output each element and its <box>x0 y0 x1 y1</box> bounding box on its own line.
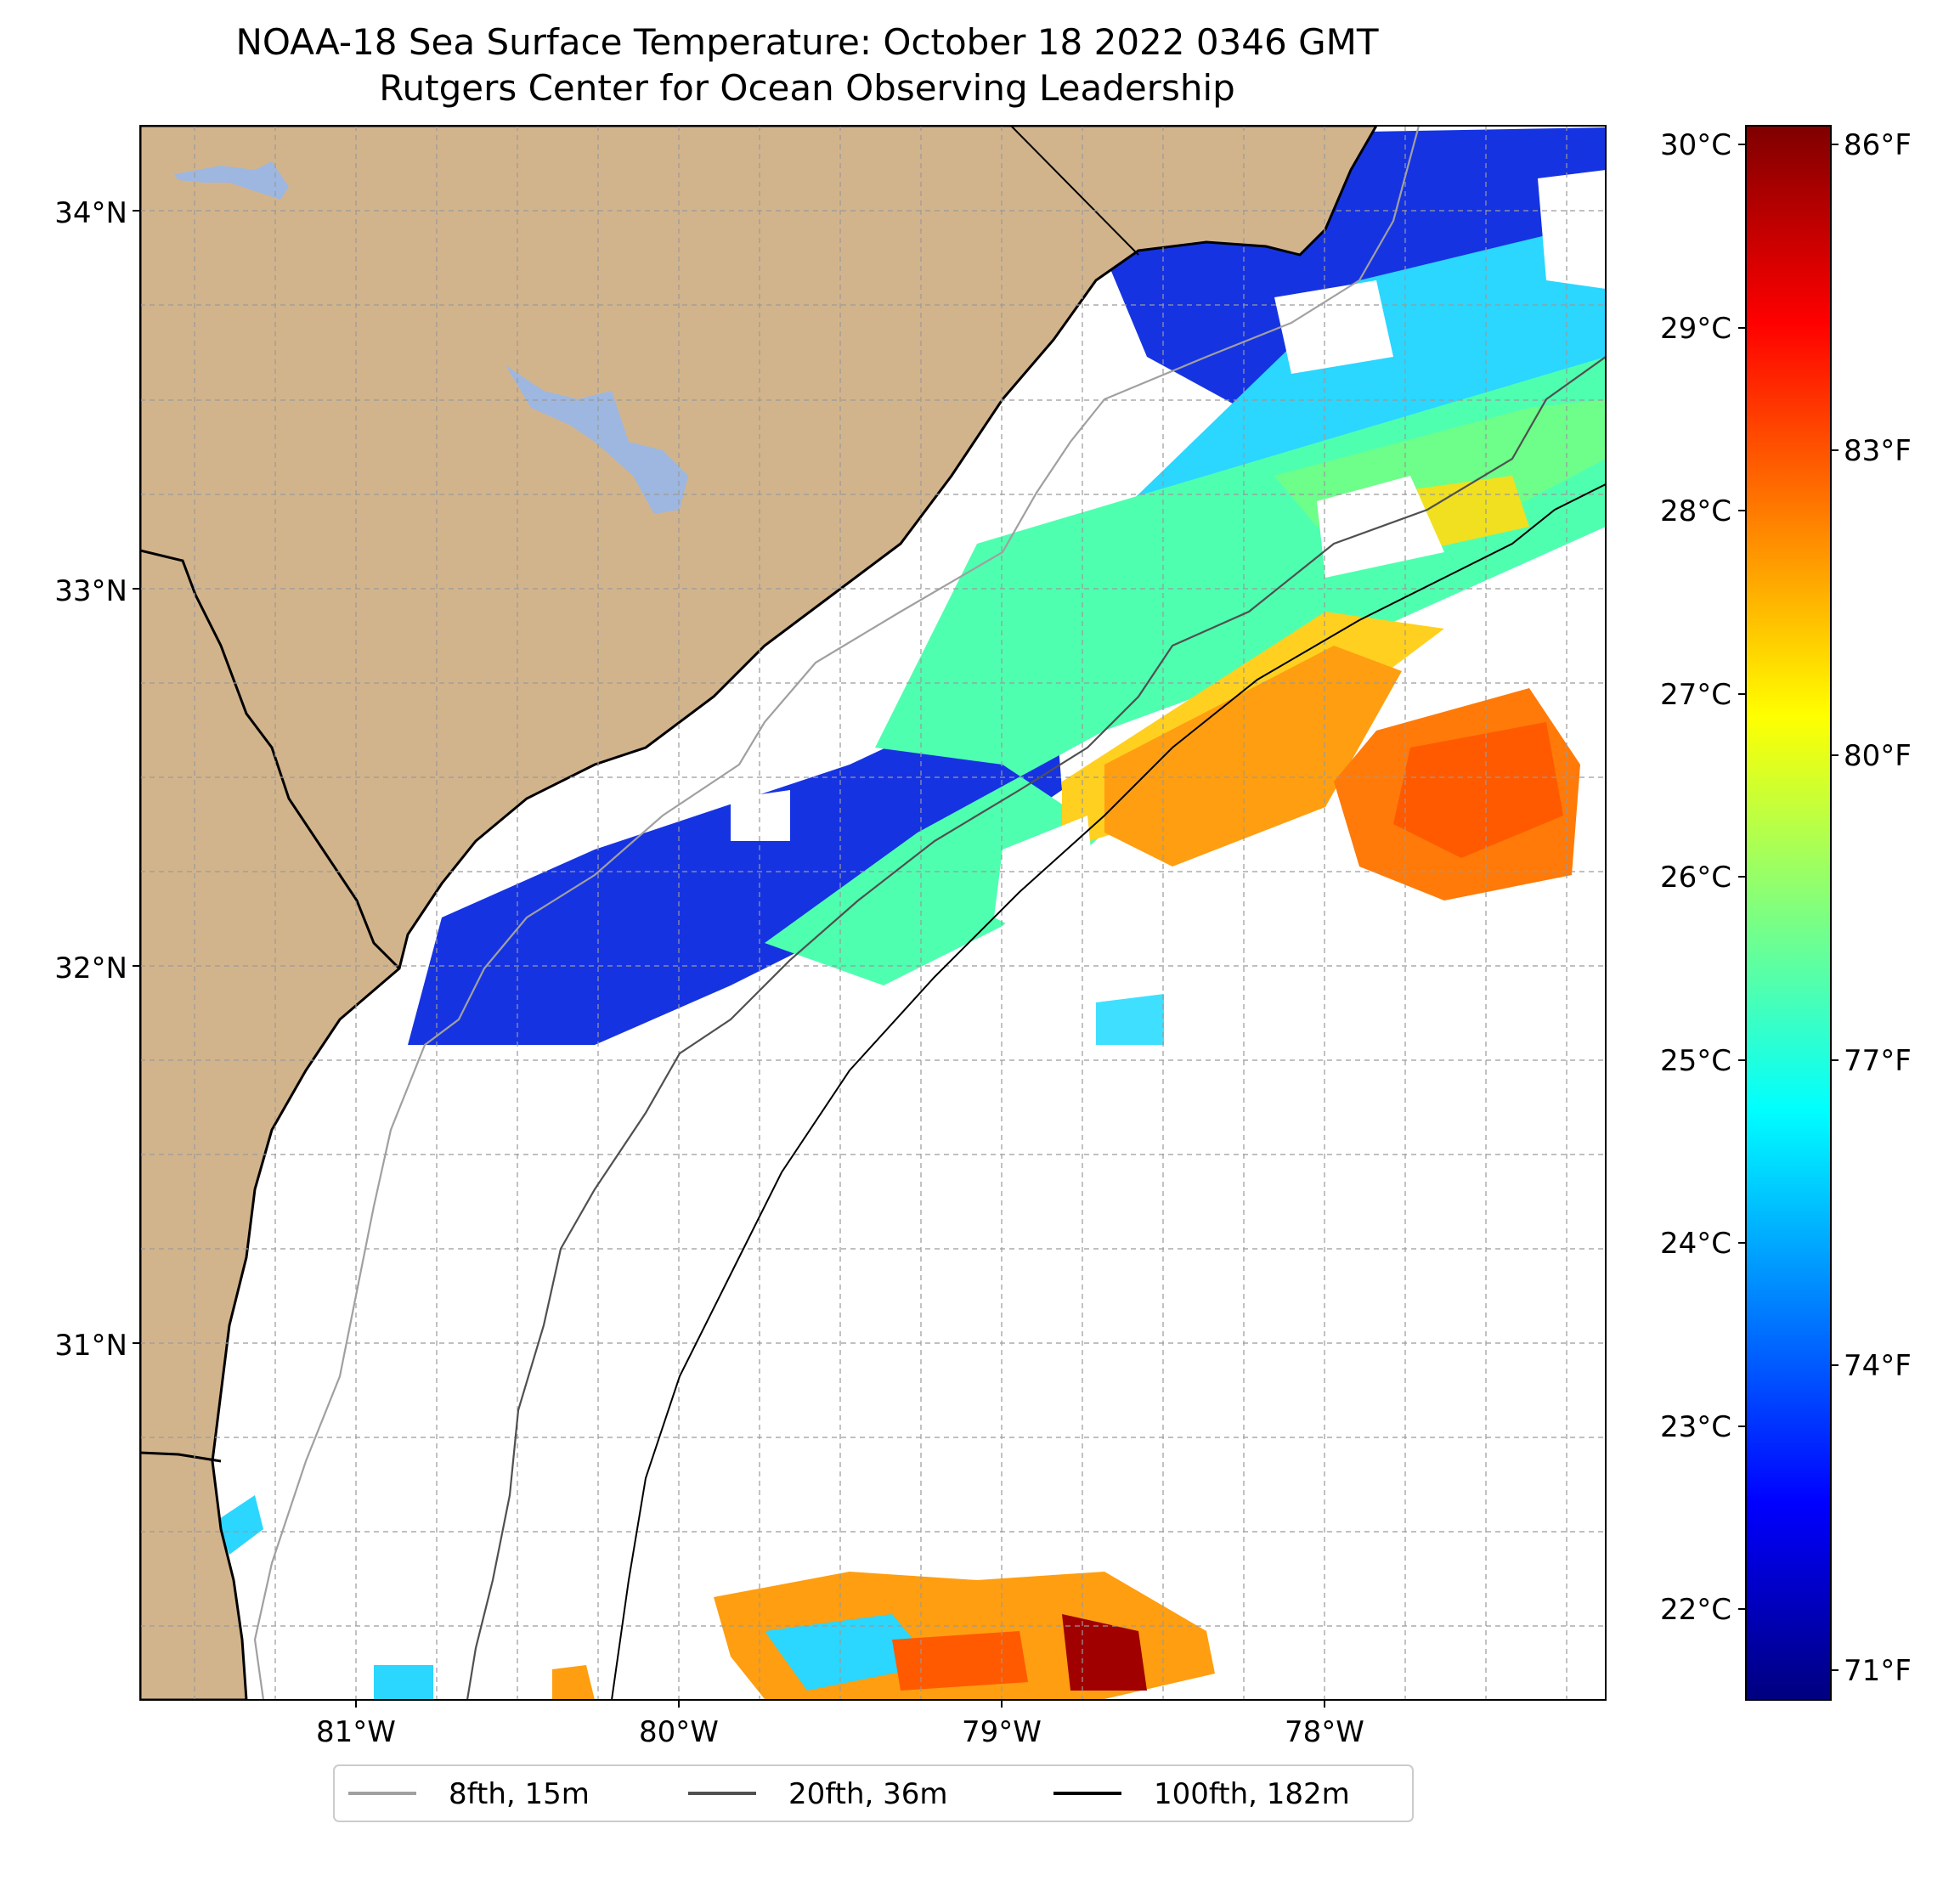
colorbar-celsius-label: 29°C <box>1660 312 1731 346</box>
lat-label: 33°N <box>54 574 127 608</box>
colorbar-fahrenheit-label: 74°F <box>1844 1349 1912 1383</box>
legend-label: 100fth, 182m <box>1154 1777 1350 1811</box>
colorbar-celsius-label: 24°C <box>1660 1227 1731 1261</box>
map-frame <box>139 125 1607 1701</box>
land-mass <box>140 126 1378 1700</box>
colorbar-fahrenheit-label: 80°F <box>1844 739 1912 773</box>
axis-ticks <box>133 210 1325 1708</box>
colorbar-celsius-label: 22°C <box>1660 1593 1731 1627</box>
lon-label: 79°W <box>962 1715 1042 1749</box>
legend-label: 8fth, 15m <box>449 1777 590 1811</box>
lon-label: 80°W <box>639 1715 719 1749</box>
isobath-legend: 8fth, 15m 20fth, 36m 100fth, 182m <box>333 1764 1414 1822</box>
map-subtitle: Rutgers Center for Ocean Observing Leade… <box>379 67 1235 109</box>
colorbar-celsius-label: 23°C <box>1660 1410 1731 1444</box>
colorbar <box>1745 125 1832 1701</box>
colorbar-celsius-label: 30°C <box>1660 128 1731 162</box>
lat-label: 31°N <box>54 1329 127 1363</box>
sst-data-layer <box>217 127 1606 1700</box>
colorbar-fahrenheit-label: 77°F <box>1844 1044 1912 1078</box>
colorbar-fahrenheit-label: 83°F <box>1844 434 1912 468</box>
lat-label: 32°N <box>54 951 127 985</box>
inland-lake <box>506 365 688 514</box>
colorbar-celsius-label: 26°C <box>1660 861 1731 895</box>
colorbar-celsius-ticks <box>1738 144 1746 1610</box>
colorbar-fahrenheit-label: 86°F <box>1844 128 1912 162</box>
state-border <box>1010 126 1139 256</box>
map-title: NOAA-18 Sea Surface Temperature: October… <box>235 21 1379 63</box>
map-area <box>140 126 1606 1700</box>
colorbar-celsius-label: 25°C <box>1660 1044 1731 1078</box>
colorbar-celsius-label: 27°C <box>1660 678 1731 712</box>
state-border <box>140 1451 222 1463</box>
isobath-182m <box>611 483 1606 1700</box>
colorbar-fahrenheit-ticks <box>1831 144 1839 1671</box>
inland-lake <box>174 161 289 200</box>
legend-label: 20fth, 36m <box>788 1777 948 1811</box>
state-border <box>140 549 401 970</box>
lat-label: 34°N <box>54 196 127 230</box>
colorbar-fahrenheit-label: 71°F <box>1844 1654 1912 1688</box>
colorbar-celsius-label: 28°C <box>1660 494 1731 528</box>
map-gridlines <box>140 126 1606 1700</box>
isobath-15m <box>253 126 1421 1700</box>
isobath-36m <box>466 356 1606 1700</box>
lon-label: 81°W <box>316 1715 396 1749</box>
lon-label: 78°W <box>1285 1715 1364 1749</box>
